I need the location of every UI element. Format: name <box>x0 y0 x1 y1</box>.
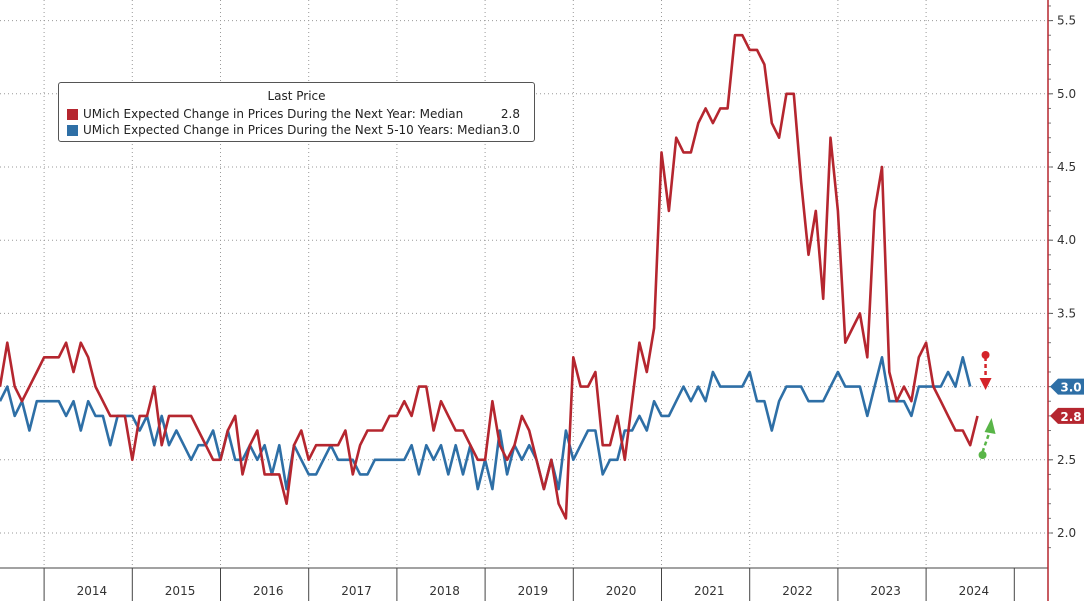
arrow-up-head <box>984 418 996 434</box>
last-value-label: 2.8 <box>1060 410 1081 424</box>
x-tick-label: 2021 <box>694 584 725 598</box>
legend-swatch <box>67 125 78 136</box>
x-tick-label: 2015 <box>165 584 196 598</box>
legend-value: 3.0 <box>500 123 520 137</box>
last-value-label: 3.0 <box>1060 381 1081 395</box>
x-tick-label: 2023 <box>870 584 901 598</box>
legend-label: UMich Expected Change in Prices During t… <box>83 107 464 121</box>
legend-value: 2.8 <box>500 107 520 121</box>
last-value-tag <box>1050 407 1084 424</box>
x-tick-label: 2017 <box>341 584 372 598</box>
arrow-down-head <box>979 378 992 390</box>
legend-swatch <box>67 109 78 120</box>
arrow-down-dot <box>981 351 990 359</box>
x-tick-label: 2016 <box>253 584 284 598</box>
y-tick-label: 4.0 <box>1057 233 1076 247</box>
arrow-up-shaft <box>981 431 991 453</box>
y-tick-label: 5.0 <box>1057 87 1076 101</box>
series-next-year-line <box>0 33 979 520</box>
series-5-10-years-line <box>0 355 972 491</box>
y-tick-label: 5.5 <box>1057 14 1076 28</box>
legend-title: Last Price <box>267 89 326 103</box>
legend-label: UMich Expected Change in Prices During t… <box>83 123 501 137</box>
x-tick-label: 2019 <box>518 584 549 598</box>
y-tick-label: 2.5 <box>1057 453 1076 467</box>
legend-entry-next-year: UMich Expected Change in Prices During t… <box>67 107 526 122</box>
legend: Last Price UMich Expected Change in Pric… <box>58 82 535 142</box>
x-tick-label: 2020 <box>606 584 637 598</box>
last-value-tag <box>1050 378 1084 395</box>
last-value-markers: 2.8 3.0 <box>978 351 1084 459</box>
x-tick-label: 2014 <box>77 584 108 598</box>
legend-entry-5-10-years: UMich Expected Change in Prices During t… <box>67 123 526 138</box>
arrow-up-dot <box>978 451 987 459</box>
x-tick-label: 2024 <box>959 584 990 598</box>
x-tick-label: 2018 <box>429 584 460 598</box>
series-lines <box>0 33 979 520</box>
y-tick-label: 2.0 <box>1057 526 1076 540</box>
x-tick-label: 2022 <box>782 584 813 598</box>
y-tick-label: 4.5 <box>1057 160 1076 174</box>
y-tick-label: 3.5 <box>1057 306 1076 320</box>
